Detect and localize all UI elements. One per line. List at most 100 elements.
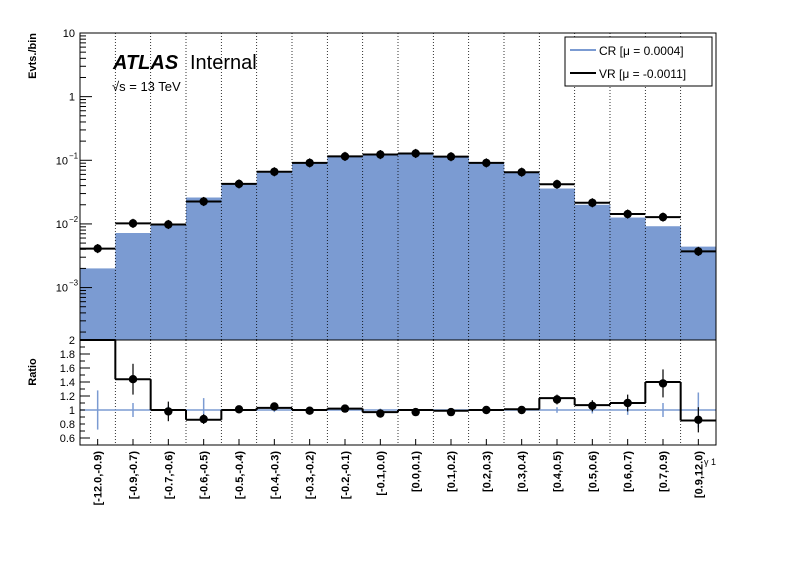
vr-point-16 (658, 212, 668, 222)
y-tick-exp-top-0: −3 (69, 279, 79, 288)
ratio-point-1 (128, 375, 138, 384)
legend-cr-label: CR [μ = 0.0004] (599, 44, 684, 58)
ratio-point-17 (694, 415, 703, 424)
cr-bar-1 (115, 233, 151, 340)
y-tick-label-bottom-3: 1.2 (60, 391, 75, 403)
ratio-point-5 (270, 402, 279, 411)
x-tick-label-16: [0.7,0.9) (658, 451, 670, 492)
ratio-point-13 (552, 395, 562, 404)
vr-point-3 (199, 197, 208, 206)
x-tick-label-11: [0.2,0.3) (481, 451, 493, 492)
x-tick-label-15: [0.6,0.7) (623, 451, 635, 492)
y-tick-label-bottom-6: 1.8 (60, 349, 75, 361)
y-tick-label-top-0: 10 (56, 283, 68, 295)
legend-entry-vr: VR [μ = -0.0011] (570, 67, 686, 81)
y-tick-label-bottom-4: 1.4 (60, 377, 75, 389)
ratio-point-4 (234, 405, 244, 414)
x-tick-label-1: [-0.9,-0.7) (128, 451, 140, 500)
cr-bar-0 (80, 268, 116, 340)
x-tick-label-3: [-0.6,-0.5) (199, 451, 211, 500)
y-tick-label-top-1: 10 (56, 219, 68, 231)
x-tick-label-7: [-0.2,-0.1) (340, 451, 352, 500)
vr-point-10 (446, 152, 456, 161)
cr-bar-5 (256, 172, 293, 340)
x-tick-label-0: [-12.0,-0.9) (93, 451, 105, 506)
cr-bar-11 (468, 162, 505, 340)
x-tick-label-6: [-0.3,-0.2) (305, 451, 317, 500)
ratio-point-8 (376, 409, 385, 418)
ratio-point-7 (340, 404, 350, 413)
vr-point-12 (517, 167, 526, 177)
vr-point-2 (164, 220, 173, 229)
vr-point-6 (305, 158, 314, 168)
lower-frame (79, 339, 717, 446)
lower-panel: 0.60.811.21.41.61.82 Ratio [-12.0,-0.9)[… (27, 335, 717, 506)
vr-point-8 (376, 150, 385, 159)
x-tick-label-17: [0.9,12.0) (693, 451, 705, 498)
cr-bar-10 (433, 156, 469, 340)
cr-bar-13 (539, 188, 575, 340)
y-tick-label-top-3: 1 (69, 92, 75, 104)
vr-point-0 (93, 244, 102, 253)
ratio-point-2 (164, 407, 173, 416)
vr-point-1 (128, 219, 138, 228)
vr-point-7 (340, 152, 350, 161)
y-tick-label-top-4: 10 (63, 28, 75, 40)
cr-bar-3 (186, 197, 222, 340)
x-tick-label-10: [0.1,0.2) (446, 451, 458, 492)
y-tick-label-bottom-7: 2 (69, 335, 75, 347)
x-tick-label-5: [-0.4,-0.3) (269, 451, 281, 500)
vr-point-4 (234, 179, 244, 189)
lower-vertical-grid (114, 340, 682, 445)
vr-point-17 (694, 247, 703, 256)
y-tick-label-bottom-0: 0.6 (60, 433, 75, 445)
cr-bar-14 (574, 204, 611, 340)
ratio-data-points (128, 363, 703, 433)
cr-bar-8 (362, 154, 399, 340)
ratio-point-16 (658, 379, 668, 388)
cr-bar-7 (327, 156, 363, 340)
ratio-point-3 (199, 414, 208, 424)
x-tick-label-2: [-0.7,-0.6) (163, 451, 175, 500)
vr-point-14 (588, 198, 597, 207)
ratio-point-15 (623, 398, 632, 408)
vr-point-11 (482, 158, 491, 168)
x-tick-label-14: [0.5,0.6) (587, 451, 599, 492)
ratio-point-14 (588, 401, 597, 410)
y-tick-label-bottom-1: 0.8 (60, 419, 75, 431)
legend: CR [μ = 0.0004] VR [μ = -0.0011] (564, 36, 713, 87)
x-tick-labels: [-12.0,-0.9) [-0.9,-0.7) [-0.7,-0.6) [-0.6,… (93, 439, 705, 506)
y-tick-label-bottom-2: 1 (69, 405, 75, 417)
y-tick-label-top-2: 10 (56, 155, 68, 167)
x-tick-label-13: [0.4,0.5) (552, 451, 564, 492)
energy-label: √s = 13 TeV (112, 79, 181, 94)
x-tick-label-12: [0.3,0.4) (517, 451, 529, 492)
ratio-point-12 (517, 405, 526, 415)
cr-bar-15 (610, 217, 646, 340)
lower-y-ticks: 0.6 0.8 1 1.2 1.4 1.6 1.8 2 (60, 335, 90, 446)
vr-point-5 (270, 167, 279, 176)
cr-bar-4 (221, 184, 257, 340)
cr-bar-2 (150, 224, 187, 340)
atlas-label: ATLAS (112, 52, 179, 74)
cr-bar-16 (645, 226, 681, 340)
lower-y-axis-label: Ratio (27, 358, 39, 386)
legend-vr-label: VR [μ = -0.0011] (599, 67, 686, 81)
cr-bar-6 (292, 162, 328, 340)
cr-histogram (80, 153, 717, 340)
legend-entry-cr: CR [μ = 0.0004] (570, 44, 684, 58)
vr-point-13 (552, 180, 562, 189)
cr-bar-12 (504, 172, 540, 340)
upper-y-axis-label: Evts./bin (27, 33, 39, 79)
atlas-internal-label: Internal (190, 52, 257, 74)
vr-data-points (93, 148, 703, 256)
ratio-point-10 (446, 407, 456, 417)
ratio-point-6 (305, 406, 314, 415)
y-tick-exp-top-2: −1 (69, 151, 79, 160)
y-tick-label-bottom-5: 1.6 (60, 363, 75, 375)
x-tick-label-4: [-0.5,-0.4) (234, 451, 246, 500)
cr-bar-9 (398, 153, 434, 340)
vr-point-15 (623, 209, 632, 219)
